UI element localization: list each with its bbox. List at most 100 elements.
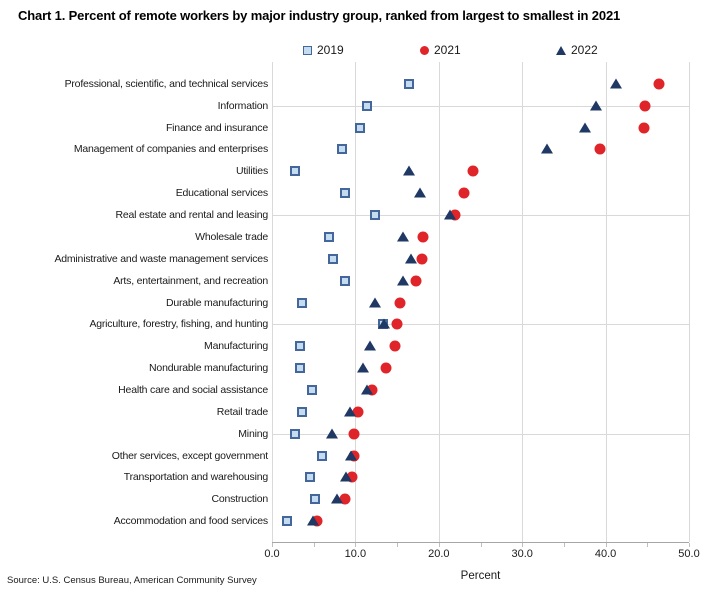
category-label: Durable manufacturing	[165, 296, 268, 309]
category-label: Administrative and waste management serv…	[54, 252, 268, 265]
gridline-x-30	[522, 62, 524, 542]
category-label: Construction	[211, 493, 268, 506]
data-point-2022	[340, 471, 353, 482]
data-point-2022	[306, 515, 319, 526]
legend-item-2022: 2022	[556, 42, 598, 58]
legend-item-2019: 2019	[303, 42, 344, 58]
x-axis-tick-30	[522, 543, 524, 547]
x-axis-tick-25	[480, 543, 482, 547]
x-tick-label-40.0: 40.0	[594, 548, 617, 560]
x-tick-label-0.0: 0.0	[264, 548, 280, 560]
data-point-2022	[364, 340, 377, 351]
data-point-2021	[380, 362, 392, 374]
data-point-2019	[327, 253, 338, 264]
data-point-2022	[331, 493, 344, 504]
x-axis-title: Percent	[460, 570, 501, 582]
data-point-2019	[304, 472, 315, 483]
data-point-2019	[282, 516, 292, 527]
category-label: Transportation and warehousing	[123, 471, 268, 484]
category-label: Educational services	[175, 187, 269, 200]
data-point-2019	[354, 122, 365, 133]
gridline-x-50	[689, 62, 690, 542]
data-point-2019	[323, 231, 334, 242]
x-axis-tick-5	[313, 543, 315, 547]
x-axis-tick-20	[438, 543, 440, 547]
legend-label-2021: 2021	[434, 43, 461, 57]
data-point-2019	[297, 406, 308, 417]
x-axis-tick-0	[272, 543, 273, 547]
data-point-2021	[348, 428, 360, 440]
plot-area	[272, 62, 690, 543]
data-point-2021	[410, 275, 422, 287]
data-point-2021	[639, 100, 651, 112]
x-axis-tick-10	[355, 543, 357, 547]
data-point-2019	[295, 341, 306, 352]
gridline-x-40	[605, 62, 607, 542]
data-point-2022	[578, 122, 591, 133]
data-point-2019	[307, 384, 318, 395]
gridline-y-10	[272, 324, 689, 326]
data-point-2021	[638, 122, 650, 134]
chart-legend: 2019 2021 2022	[0, 42, 720, 58]
x-axis-tick-40	[605, 543, 607, 547]
data-point-2022	[396, 275, 409, 286]
x-axis-tick-50	[689, 543, 690, 547]
data-point-2019	[337, 144, 348, 155]
data-point-2022	[589, 100, 602, 111]
data-point-2021	[417, 231, 429, 243]
category-label: Wholesale trade	[195, 230, 268, 243]
data-point-2019	[317, 450, 328, 461]
data-point-2022	[345, 450, 358, 461]
x-tick-label-20.0: 20.0	[428, 548, 450, 560]
circle-marker-icon	[420, 45, 429, 55]
category-label: Retail trade	[216, 405, 268, 418]
data-point-2019	[297, 297, 308, 308]
data-point-2022	[541, 143, 554, 154]
category-label: Health care and social assistance	[118, 383, 268, 396]
data-point-2021	[339, 493, 351, 505]
category-label: Other services, except government	[111, 449, 268, 462]
triangle-marker-icon	[556, 45, 566, 55]
legend-label-2022: 2022	[571, 43, 598, 57]
data-point-2019	[290, 166, 301, 177]
data-point-2022	[610, 78, 623, 89]
data-point-2019	[294, 363, 305, 374]
data-point-2019	[370, 210, 381, 221]
data-point-2021	[594, 143, 606, 155]
gridline-x-0	[272, 62, 273, 542]
category-label: Manufacturing	[204, 340, 268, 353]
data-point-2022	[402, 165, 415, 176]
data-point-2019	[362, 100, 373, 111]
gridline-y-20	[272, 105, 689, 107]
data-point-2021	[394, 297, 406, 308]
data-point-2021	[467, 165, 479, 177]
data-point-2021	[458, 187, 470, 199]
x-tick-label-30.0: 30.0	[511, 548, 533, 560]
x-axis-tick-35	[563, 543, 565, 547]
square-marker-icon	[303, 45, 312, 55]
x-axis-tick-15	[397, 543, 399, 547]
data-point-2021	[352, 406, 364, 418]
data-point-2019	[403, 78, 414, 89]
category-label: Professional, scientific, and technical …	[64, 77, 269, 90]
category-label: Information	[217, 99, 269, 112]
data-point-2022	[369, 297, 382, 307]
source-note: Source: U.S. Census Bureau, American Com…	[7, 575, 257, 586]
category-label: Accommodation and food services	[113, 515, 269, 528]
gridline-y-15	[272, 215, 689, 217]
x-tick-label-10.0: 10.0	[344, 548, 367, 560]
legend-label-2019: 2019	[317, 43, 344, 57]
data-point-2019	[309, 494, 320, 505]
data-point-2022	[396, 231, 409, 242]
data-point-2022	[414, 187, 427, 198]
data-point-2022	[377, 318, 390, 329]
data-point-2022	[356, 362, 369, 373]
category-label: Agriculture, forestry, fishing, and hunt…	[89, 318, 268, 331]
category-label: Arts, entertainment, and recreation	[113, 274, 268, 287]
gridline-x-20	[438, 62, 440, 542]
data-point-2022	[405, 253, 418, 264]
data-point-2019	[339, 275, 350, 286]
data-point-2019	[289, 428, 300, 439]
data-point-2021	[416, 253, 428, 265]
